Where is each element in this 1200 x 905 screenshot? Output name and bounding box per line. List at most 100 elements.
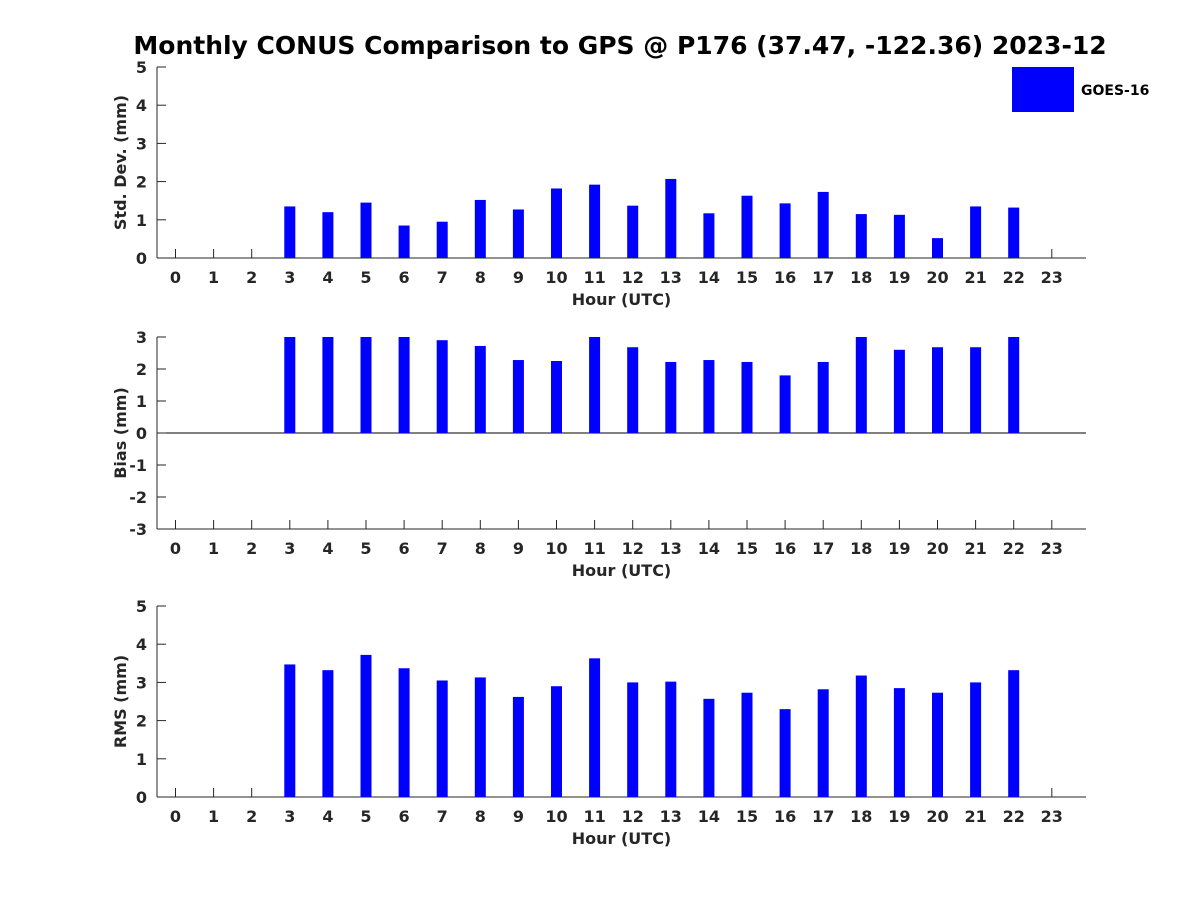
x-tick-label: 5 [360,539,371,558]
y-tick-label: 3 [136,673,147,692]
x-tick-label: 15 [736,268,758,287]
x-tick-label: 14 [698,268,720,287]
x-tick-label: 19 [888,539,910,558]
x-tick-label: 22 [1003,268,1025,287]
x-tick-label: 23 [1041,807,1063,826]
bar [817,191,829,258]
bar [512,696,524,797]
x-tick-label: 20 [926,268,948,287]
bar [741,361,753,433]
bar [855,675,867,797]
x-tick-label: 16 [774,807,796,826]
y-tick-label: 0 [136,424,147,443]
bar [360,202,372,258]
y-tick-label: 1 [136,750,147,769]
x-tick-label: 11 [583,539,605,558]
x-tick-label: 12 [622,539,644,558]
y-tick-label: 4 [136,96,147,115]
bar [779,203,791,258]
bar [1008,207,1020,258]
bar [474,345,486,433]
y-axis-label: Std. Dev. (mm) [111,95,130,230]
x-tick-label: 5 [360,268,371,287]
y-tick-label: 5 [136,597,147,616]
bar [970,347,982,433]
bar [398,337,410,433]
x-tick-label: 2 [246,539,257,558]
bar [551,686,562,797]
legend: GOES-16 [1012,67,1149,112]
bar [970,682,982,797]
x-tick-label: 10 [545,539,567,558]
x-tick-label: 2 [246,268,257,287]
legend-swatch [1012,67,1074,112]
x-tick-label: 0 [170,268,181,287]
bar [817,361,829,433]
bar [741,692,753,797]
x-tick-label: 12 [622,807,644,826]
x-tick-label: 13 [660,268,682,287]
bar [322,212,334,258]
bar [703,698,715,797]
bar [627,347,639,433]
y-tick-label: 0 [136,249,147,268]
bar [665,681,677,797]
bar [551,188,562,258]
x-tick-label: 3 [284,268,295,287]
x-tick-label: 19 [888,807,910,826]
bar [474,199,486,258]
x-tick-label: 7 [437,268,448,287]
x-tick-label: 10 [545,807,567,826]
x-tick-label: 0 [170,807,181,826]
bar [703,213,715,258]
bar [284,664,296,797]
bar [779,709,791,797]
y-tick-label: 1 [136,392,147,411]
bar [932,347,943,433]
bar [741,195,753,258]
bar [512,209,524,258]
x-tick-label: 8 [475,268,486,287]
x-tick-label: 23 [1041,539,1063,558]
bar [360,654,372,797]
x-tick-label: 15 [736,539,758,558]
x-tick-label: 9 [513,268,524,287]
bar [855,214,867,258]
bar [589,658,601,797]
x-tick-label: 7 [437,807,448,826]
bar [1008,337,1020,433]
bar [436,340,448,433]
x-tick-label: 21 [964,539,986,558]
x-tick-label: 13 [660,539,682,558]
x-tick-label: 11 [583,807,605,826]
x-tick-label: 13 [660,807,682,826]
y-tick-label: 1 [136,211,147,230]
x-tick-label: 22 [1003,539,1025,558]
bar [322,337,334,433]
y-tick-label: 4 [136,635,147,654]
y-tick-label: 3 [136,328,147,347]
bar [360,337,372,433]
x-tick-label: 19 [888,268,910,287]
bar [284,206,296,258]
x-tick-label: 20 [926,539,948,558]
x-tick-label: 15 [736,807,758,826]
x-tick-label: 8 [475,807,486,826]
x-tick-label: 16 [774,539,796,558]
x-axis-label: Hour (UTC) [572,561,672,580]
x-tick-label: 16 [774,268,796,287]
x-tick-label: 3 [284,539,295,558]
bar [817,689,829,797]
bar [474,677,486,797]
y-tick-label: 0 [136,788,147,807]
x-tick-label: 12 [622,268,644,287]
x-tick-label: 11 [583,268,605,287]
x-tick-label: 6 [399,268,410,287]
x-axis-label: Hour (UTC) [572,290,672,309]
bar [436,680,448,797]
bar [855,337,867,433]
y-tick-label: -1 [129,456,147,475]
bar [627,682,639,797]
y-axis-label: Bias (mm) [111,387,130,479]
